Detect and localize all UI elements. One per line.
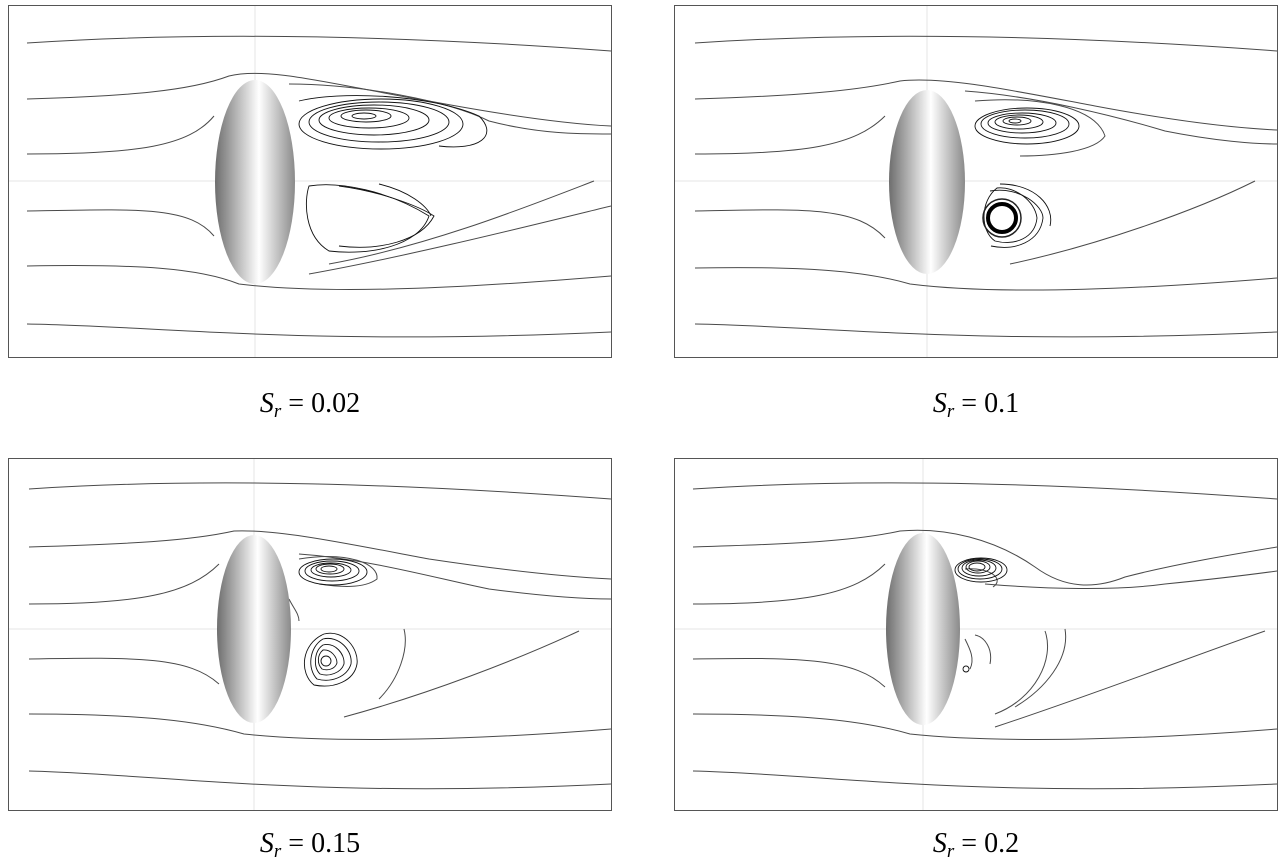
caption-sr-002: Sr = 0.02 bbox=[259, 388, 361, 422]
panel-sr-01 bbox=[674, 5, 1278, 358]
panel-sr-015 bbox=[8, 458, 612, 811]
elliptic-body bbox=[215, 80, 295, 284]
streamline-plot bbox=[675, 459, 1277, 810]
panel-sr-002 bbox=[8, 5, 612, 358]
elliptic-body bbox=[889, 90, 965, 274]
elliptic-body bbox=[886, 533, 960, 725]
caption-sr-01: Sr = 0.1 bbox=[932, 388, 1020, 422]
caption-sr-02: Sr = 0.2 bbox=[932, 828, 1020, 862]
elliptic-body bbox=[217, 535, 291, 723]
panel-sr-02 bbox=[674, 458, 1278, 811]
caption-sr-015: Sr = 0.15 bbox=[259, 828, 361, 862]
streamline-plot bbox=[9, 459, 611, 810]
streamline-plot bbox=[675, 6, 1277, 357]
streamline-plot bbox=[9, 6, 611, 357]
